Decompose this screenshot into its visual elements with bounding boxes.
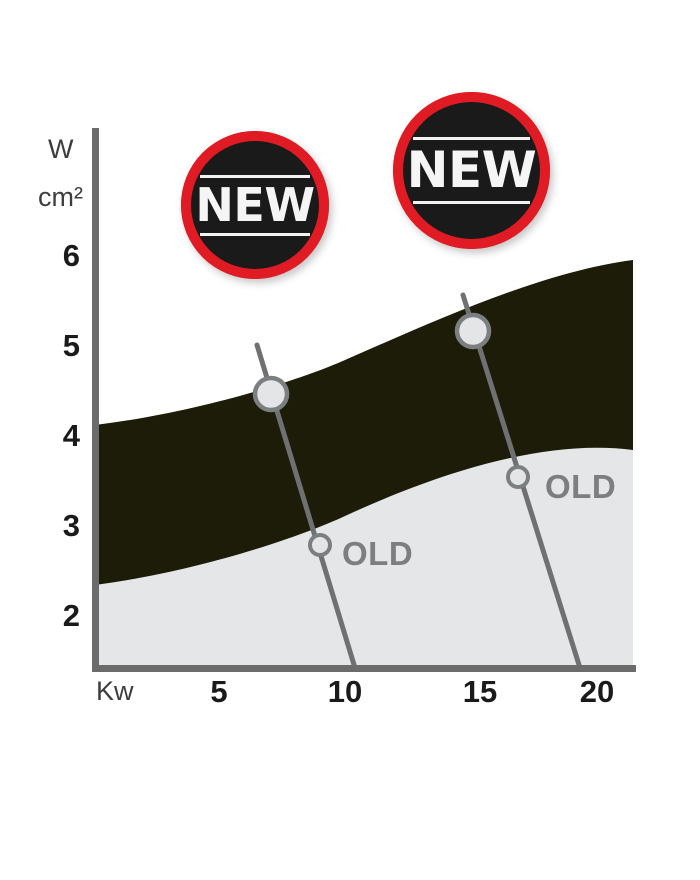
new-performance-band <box>95 260 633 585</box>
y-tick-3: 3 <box>62 508 80 543</box>
new-badge-right-top-rule <box>412 137 531 140</box>
x-tick-15: 15 <box>462 674 498 709</box>
x-axis-unit: Kw <box>96 676 134 706</box>
new-badge-right-bottom-rule <box>412 201 531 204</box>
y-tick-2: 2 <box>62 598 80 633</box>
old-performance-region <box>95 447 633 668</box>
x-tick-5: 5 <box>210 674 228 709</box>
old-label-left: OLD <box>342 535 414 572</box>
x-tick-20: 20 <box>579 674 615 709</box>
old-marker-left <box>308 533 332 557</box>
new-badge-left-top-rule <box>199 174 311 178</box>
y-tick-5: 5 <box>62 328 80 363</box>
new-badge-right-text: NEW <box>406 141 537 199</box>
new-badge-left-text: NEW <box>195 177 315 232</box>
new-badge-left: NEW <box>181 131 329 279</box>
new-badge-right-body: NEW <box>403 102 540 239</box>
y-axis-unit-denominator: cm² <box>38 182 83 212</box>
old-label-right: OLD <box>545 468 617 505</box>
y-tick-4: 4 <box>62 418 80 453</box>
new-marker-right <box>454 312 492 350</box>
new-badge-left-body: NEW <box>191 141 319 269</box>
new-marker-left <box>252 375 290 413</box>
x-tick-10: 10 <box>327 674 363 709</box>
new-badge-left-bottom-rule <box>199 232 311 236</box>
old-marker-right <box>506 465 530 489</box>
y-axis-unit-numerator: W <box>48 134 74 164</box>
new-badge-right: NEW <box>393 92 550 249</box>
y-tick-6: 6 <box>62 238 80 273</box>
